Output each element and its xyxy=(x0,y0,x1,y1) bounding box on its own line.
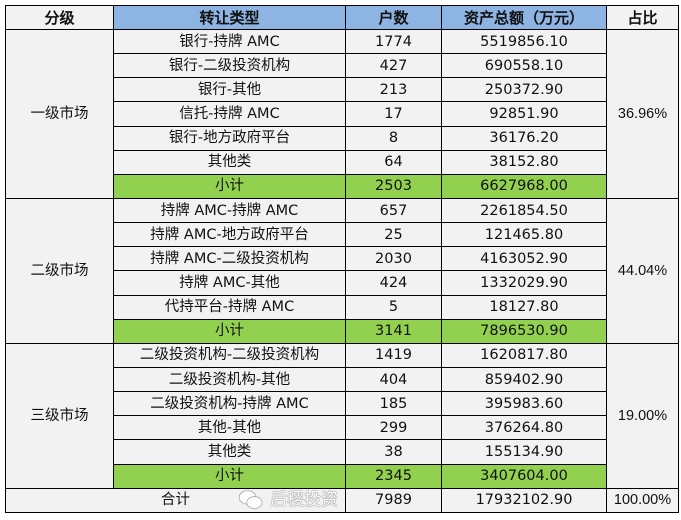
header-row: 分级 转让类型 户数 资产总额（万元） 占比 xyxy=(5,5,679,30)
table-row: 其他类 38 155134.90 xyxy=(6,439,679,465)
table-row: 银行-地方政府平台 8 36176.20 xyxy=(6,125,679,151)
table-row: 代持平台-持牌 AMC 5 18127.80 xyxy=(6,294,679,320)
transfer-type: 持牌 AMC-二级投资机构 xyxy=(113,246,346,272)
table-row: 二级市场 持牌 AMC-持牌 AMC 657 2261854.50 44.04% xyxy=(5,197,679,344)
count: 38 xyxy=(345,439,442,465)
subtotal-count: 2503 xyxy=(345,173,442,199)
header-type: 转让类型 xyxy=(113,5,346,30)
count: 5 xyxy=(345,294,442,320)
transfer-type: 银行-二级投资机构 xyxy=(113,53,346,79)
assets: 155134.90 xyxy=(441,439,607,465)
count: 299 xyxy=(345,415,442,441)
transfer-type: 持牌 AMC-地方政府平台 xyxy=(113,222,346,248)
market-level: 一级市场 xyxy=(5,29,114,199)
table-row: 其他-其他 299 376264.80 xyxy=(6,415,679,441)
count: 64 xyxy=(345,149,442,175)
assets: 38152.80 xyxy=(441,149,607,175)
header-share: 占比 xyxy=(606,5,679,30)
transfer-type: 二级投资机构-其他 xyxy=(113,366,346,393)
share: 19.00% xyxy=(606,342,679,489)
transfer-type: 信托-持牌 AMC xyxy=(113,101,346,127)
transfer-table: 分级 转让类型 户数 资产总额（万元） 占比 一级市场 银行-持牌 AMC 1774… xyxy=(5,5,679,513)
count: 17 xyxy=(345,101,442,127)
count: 213 xyxy=(345,77,442,103)
transfer-type: 银行-持牌 AMC xyxy=(113,28,346,55)
subtotal-assets: 6627968.00 xyxy=(441,173,607,199)
assets: 5519856.10 xyxy=(441,28,607,55)
subtotal-count: 3141 xyxy=(345,318,442,344)
assets: 690558.10 xyxy=(441,53,607,79)
table-row: 银行-二级投资机构 427 690558.10 xyxy=(6,53,679,79)
subtotal-row: 小计 3141 7896530.90 xyxy=(6,318,679,344)
header-level: 分级 xyxy=(5,5,114,30)
table-row: 二级投资机构-持牌 AMC 185 395983.60 xyxy=(6,391,679,417)
table-row: 二级投资机构-其他 404 859402.90 xyxy=(6,366,679,393)
subtotal-assets: 3407604.00 xyxy=(441,463,607,489)
total-assets: 17932102.90 xyxy=(441,487,607,513)
header-count: 户数 xyxy=(345,5,442,30)
count: 25 xyxy=(345,222,442,248)
assets: 1332029.90 xyxy=(441,270,607,296)
total-share: 100.00% xyxy=(606,487,679,513)
total-count: 7989 xyxy=(345,487,442,513)
share: 36.96% xyxy=(606,29,679,199)
transfer-type: 其他-其他 xyxy=(113,415,346,441)
header-assets: 资产总额（万元） xyxy=(441,5,607,30)
subtotal-label: 小计 xyxy=(113,173,346,199)
assets: 18127.80 xyxy=(441,294,607,320)
transfer-type: 银行-其他 xyxy=(113,77,346,103)
count: 657 xyxy=(345,197,442,224)
market-level: 二级市场 xyxy=(5,197,114,344)
subtotal-label: 小计 xyxy=(113,463,346,489)
table-body: 一级市场 银行-持牌 AMC 1774 5519856.10 36.96% 银行-二级投资… xyxy=(5,28,679,513)
transfer-type: 二级投资机构-二级投资机构 xyxy=(113,342,346,368)
share: 44.04% xyxy=(606,197,679,344)
assets: 376264.80 xyxy=(441,415,607,441)
transfer-type: 持牌 AMC-其他 xyxy=(113,270,346,296)
count: 185 xyxy=(345,391,442,417)
subtotal-row: 小计 2345 3407604.00 xyxy=(6,463,679,489)
transfer-type: 二级投资机构-持牌 AMC xyxy=(113,391,346,417)
transfer-type: 银行-地方政府平台 xyxy=(113,125,346,151)
table-row: 信托-持牌 AMC 17 92851.90 xyxy=(6,101,679,127)
market-level: 三级市场 xyxy=(5,342,114,489)
count: 427 xyxy=(345,53,442,79)
subtotal-row: 小计 2503 6627968.00 xyxy=(6,173,679,199)
assets: 4163052.90 xyxy=(441,246,607,272)
assets: 859402.90 xyxy=(441,366,607,393)
count: 2030 xyxy=(345,246,442,272)
count: 1774 xyxy=(345,28,442,55)
transfer-type: 持牌 AMC-持牌 AMC xyxy=(113,197,346,224)
subtotal-count: 2345 xyxy=(345,463,442,489)
transfer-type: 其他类 xyxy=(113,439,346,465)
assets: 2261854.50 xyxy=(441,197,607,224)
count: 1419 xyxy=(345,342,442,368)
table-row: 三级市场 二级投资机构-二级投资机构 1419 1620817.80 19.00% xyxy=(5,342,679,489)
transfer-type: 代持平台-持牌 AMC xyxy=(113,294,346,320)
table-row: 银行-其他 213 250372.90 xyxy=(6,77,679,103)
subtotal-label: 小计 xyxy=(113,318,346,344)
table-row: 持牌 AMC-其他 424 1332029.90 xyxy=(6,270,679,296)
subtotal-assets: 7896530.90 xyxy=(441,318,607,344)
count: 404 xyxy=(345,366,442,393)
assets: 36176.20 xyxy=(441,125,607,151)
assets: 1620817.80 xyxy=(441,342,607,368)
count: 424 xyxy=(345,270,442,296)
transfer-type: 其他类 xyxy=(113,149,346,175)
table-row: 持牌 AMC-地方政府平台 25 121465.80 xyxy=(6,222,679,248)
assets: 395983.60 xyxy=(441,391,607,417)
total-row: 合计 7989 17932102.90 100.00% xyxy=(5,487,679,513)
table-row: 一级市场 银行-持牌 AMC 1774 5519856.10 36.96% xyxy=(5,28,679,199)
assets: 250372.90 xyxy=(441,77,607,103)
count: 8 xyxy=(345,125,442,151)
assets: 121465.80 xyxy=(441,222,607,248)
table-row: 持牌 AMC-二级投资机构 2030 4163052.90 xyxy=(6,246,679,272)
assets: 92851.90 xyxy=(441,101,607,127)
total-label: 合计 xyxy=(5,487,346,513)
